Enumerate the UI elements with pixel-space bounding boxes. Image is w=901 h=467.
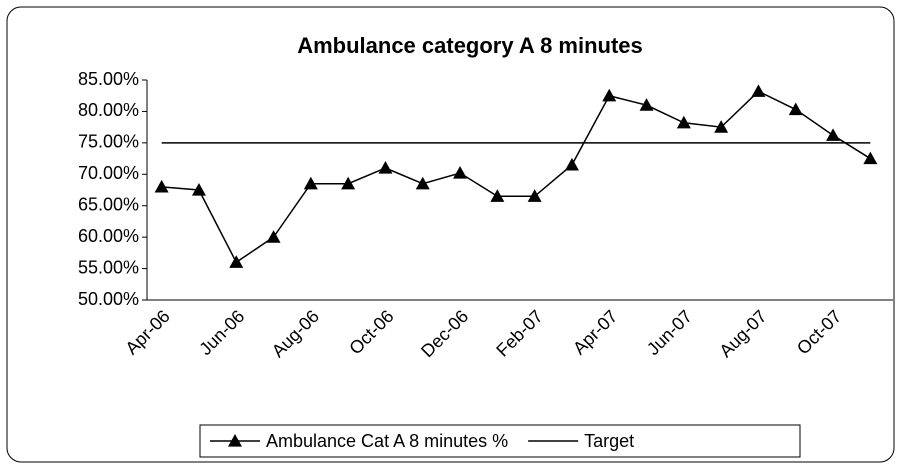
marker <box>378 161 393 174</box>
marker <box>863 151 878 165</box>
marker <box>453 166 468 179</box>
marker <box>191 183 206 196</box>
marker <box>714 120 729 133</box>
y-tick-label: 85.00% <box>78 69 139 89</box>
marker <box>490 189 505 202</box>
y-tick-label: 60.00% <box>78 226 139 246</box>
marker <box>564 157 579 171</box>
marker <box>676 115 691 129</box>
marker <box>341 176 356 190</box>
marker <box>303 176 318 190</box>
legend-marker <box>228 434 242 447</box>
marker <box>751 84 766 97</box>
marker <box>415 176 430 190</box>
marker <box>826 128 841 141</box>
marker <box>266 230 281 243</box>
marker <box>154 179 169 193</box>
marker <box>229 255 244 268</box>
y-tick-label: 55.00% <box>78 257 139 277</box>
marker <box>788 102 803 116</box>
y-tick-label: 50.00% <box>78 289 139 309</box>
y-tick-label: 65.00% <box>78 194 139 214</box>
legend-box <box>199 424 801 458</box>
legend-label: Target <box>584 431 634 451</box>
y-tick-label: 70.00% <box>78 163 139 183</box>
chart-title: Ambulance category A 8 minutes <box>297 33 643 58</box>
legend-label: Ambulance Cat A 8 minutes % <box>266 431 508 451</box>
marker <box>527 189 542 202</box>
series-line <box>161 90 871 264</box>
marker <box>639 98 654 111</box>
chart-border <box>6 6 895 463</box>
y-tick-label: 75.00% <box>78 132 139 152</box>
y-tick-label: 80.00% <box>78 100 139 120</box>
marker <box>602 88 617 102</box>
